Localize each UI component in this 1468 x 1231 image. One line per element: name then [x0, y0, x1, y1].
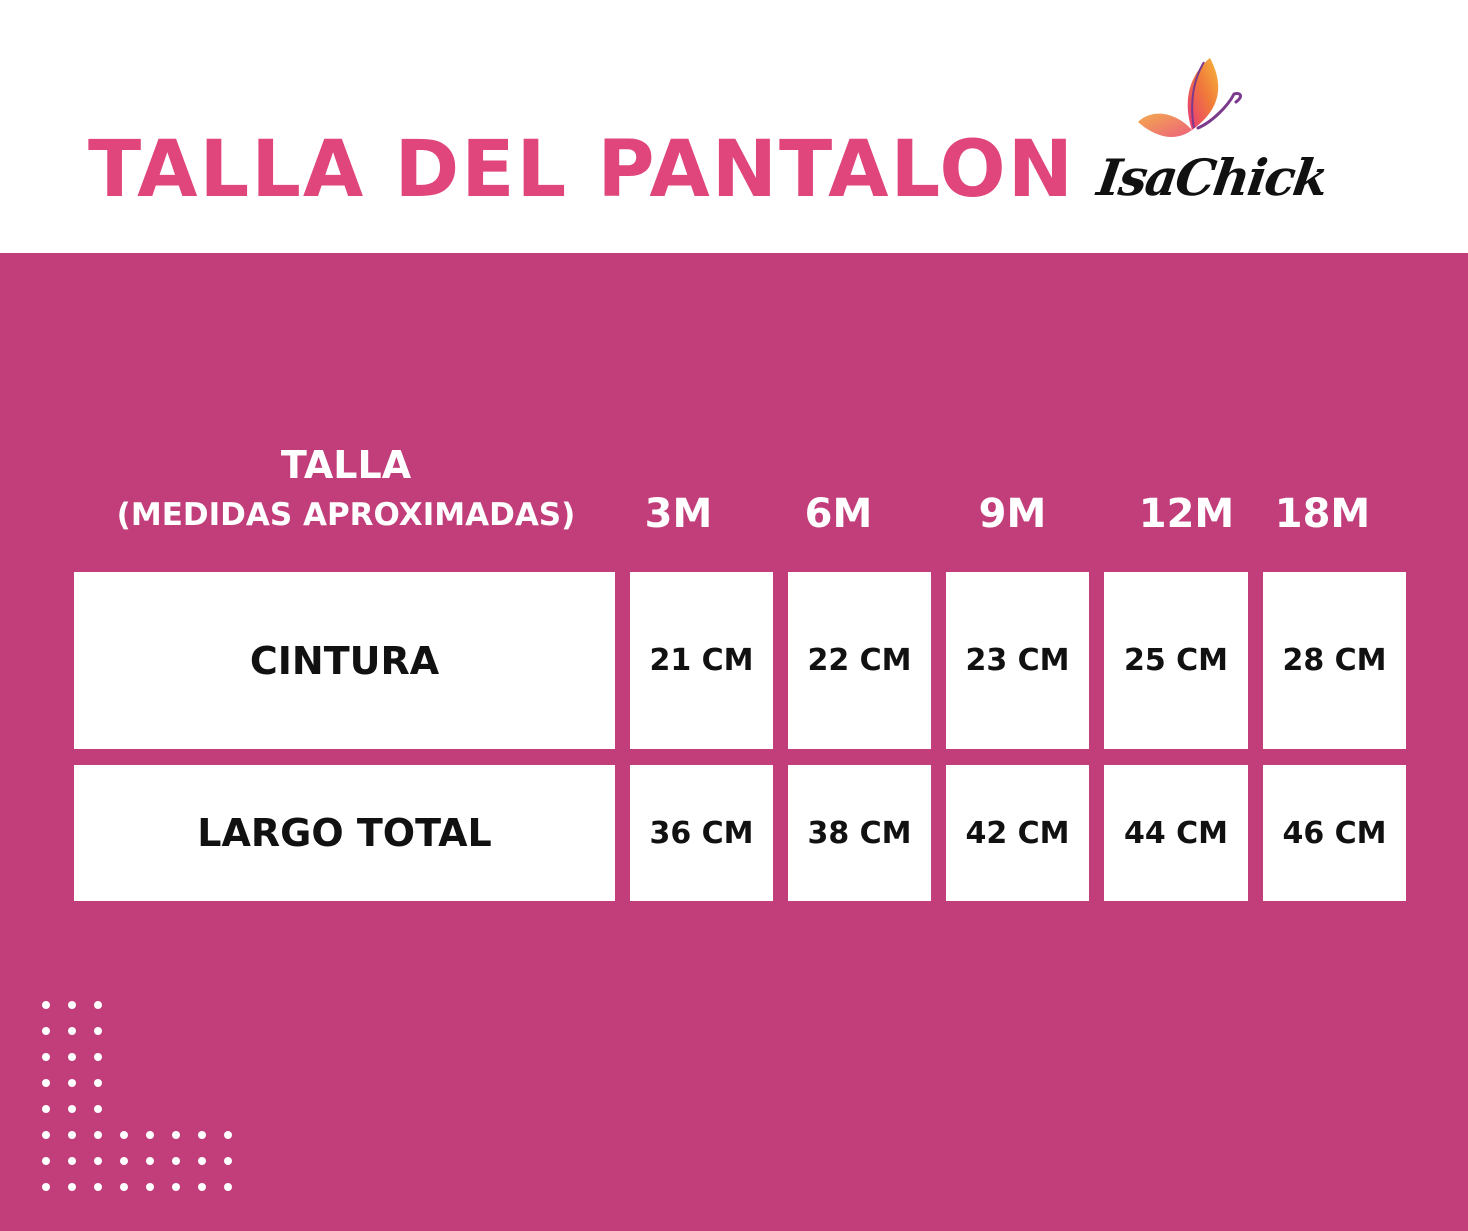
row-label-cintura: CINTURA [74, 572, 615, 749]
decorative-dot [94, 1053, 102, 1061]
brand-logo: IsaChick [1092, 52, 1330, 212]
size-12m: 12M [1138, 491, 1235, 537]
cintura-18m-cell: 28 CM [1263, 572, 1406, 749]
decorative-dot [68, 1053, 76, 1061]
decorative-dot [68, 1079, 76, 1087]
size-6m: 6M [804, 491, 873, 537]
size-3m: 3M [644, 491, 713, 537]
decorative-dot [94, 1027, 102, 1035]
decorative-dot [94, 1183, 102, 1191]
decorative-dot [224, 1131, 232, 1139]
decorative-dot [94, 1001, 102, 1009]
decorative-dot [224, 1157, 232, 1165]
decorative-dot [146, 1183, 154, 1191]
decorative-dot [224, 1183, 232, 1191]
decorative-dot [198, 1157, 206, 1165]
header-subtitle: (MEDIDAS APROXIMADAS) [116, 497, 576, 533]
largo-6m-cell: 38 CM [788, 765, 931, 901]
header: TALLA DEL PANTALON IsaChick [0, 0, 1468, 253]
decorative-dot [172, 1157, 180, 1165]
decorative-dot [94, 1157, 102, 1165]
decorative-dot [42, 1079, 50, 1087]
decorative-dot [120, 1183, 128, 1191]
decorative-dot [68, 1131, 76, 1139]
decorative-dot [68, 1027, 76, 1035]
logo-text: IsaChick [1093, 148, 1331, 207]
decorative-dot [68, 1157, 76, 1165]
largo-18m-cell: 46 CM [1263, 765, 1406, 901]
decorative-dot [68, 1105, 76, 1113]
largo-12m-cell: 44 CM [1104, 765, 1248, 901]
decorative-dot [68, 1183, 76, 1191]
decorative-dot [198, 1131, 206, 1139]
page-title: TALLA DEL PANTALON [88, 125, 1076, 215]
decorative-dot [42, 1131, 50, 1139]
decorative-dot [172, 1183, 180, 1191]
largo-9m-cell: 42 CM [946, 765, 1089, 901]
size-18m: 18M [1274, 491, 1371, 537]
decorative-dot [172, 1131, 180, 1139]
decorative-dot [94, 1079, 102, 1087]
decorative-dot [94, 1105, 102, 1113]
decorative-dot [42, 1027, 50, 1035]
decorative-dot [120, 1157, 128, 1165]
cintura-9m-cell: 23 CM [946, 572, 1089, 749]
size-chart-panel: TALLA (MEDIDAS APROXIMADAS) 3M 6M 9M 12M… [0, 253, 1468, 1231]
decorative-dot [146, 1131, 154, 1139]
butterfly-icon [1138, 58, 1242, 137]
largo-3m-cell: 36 CM [630, 765, 773, 901]
decorative-dot-pattern [42, 1001, 232, 1191]
row-label-largo-total: LARGO TOTAL [74, 765, 615, 901]
decorative-dot [42, 1053, 50, 1061]
decorative-dot [42, 1001, 50, 1009]
cintura-3m-cell: 21 CM [630, 572, 773, 749]
cintura-6m-cell: 22 CM [788, 572, 931, 749]
decorative-dot [68, 1001, 76, 1009]
header-title: TALLA [280, 443, 412, 487]
decorative-dot [120, 1131, 128, 1139]
decorative-dot [42, 1157, 50, 1165]
decorative-dot [198, 1183, 206, 1191]
decorative-dot [42, 1183, 50, 1191]
decorative-dot [42, 1105, 50, 1113]
size-9m: 9M [978, 491, 1047, 537]
cintura-12m-cell: 25 CM [1104, 572, 1248, 749]
decorative-dot [94, 1131, 102, 1139]
decorative-dot [146, 1157, 154, 1165]
